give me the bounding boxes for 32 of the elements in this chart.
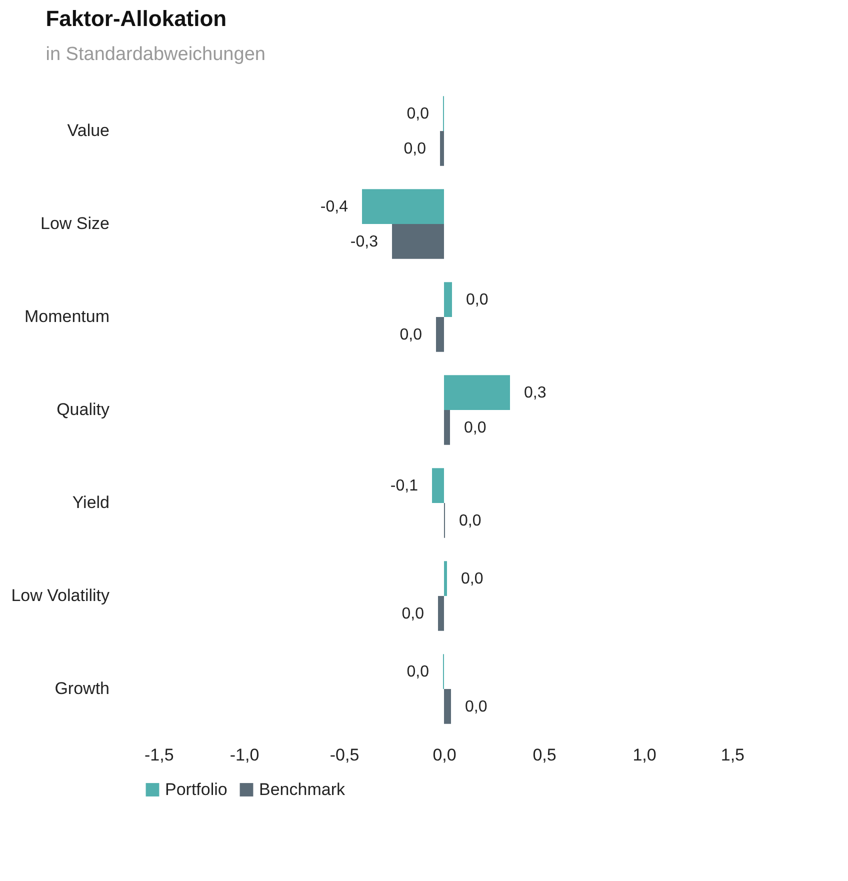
y-tick-label: Low Size [40, 214, 110, 234]
x-tick-label: 1,0 [632, 746, 656, 764]
legend-label: Portfolio [165, 780, 228, 799]
data-label: 0,3 [524, 384, 546, 402]
data-label: 0,0 [459, 512, 482, 530]
data-label: -0,1 [390, 478, 418, 495]
y-tick-label: Yield [72, 492, 110, 512]
chart-title: Faktor-Allokation [46, 6, 227, 31]
y-tick-label: Quality [56, 400, 110, 419]
data-label: -0,3 [350, 233, 378, 250]
data-label: 0,0 [466, 292, 488, 309]
data-label: 0,0 [402, 605, 424, 622]
x-tick-label: -1,5 [144, 746, 174, 764]
data-label: 0,0 [406, 106, 430, 123]
x-tick-label: 1,5 [720, 746, 744, 764]
data-label: 0,0 [406, 664, 430, 681]
y-tick-label: Value [67, 121, 110, 140]
x-tick-label: 0,0 [432, 746, 456, 764]
data-label: 0,0 [465, 698, 488, 716]
y-tick-label: Low Volatility [11, 586, 110, 605]
data-label: 0,0 [461, 570, 484, 588]
data-label: 0,0 [464, 419, 486, 436]
data-label: 0,0 [404, 140, 426, 158]
x-tick-label: 0,5 [532, 746, 556, 764]
x-tick-label: -0,5 [330, 746, 360, 764]
legend-label: Benchmark [259, 780, 346, 799]
y-tick-label: Growth [54, 678, 110, 698]
data-label: 0,0 [400, 326, 422, 344]
chart-subtitle: in Standardabweichungen [46, 44, 266, 65]
data-label: -0,4 [320, 198, 348, 216]
y-tick-label: Momentum [24, 307, 110, 326]
x-tick-label: -1,0 [230, 746, 260, 764]
